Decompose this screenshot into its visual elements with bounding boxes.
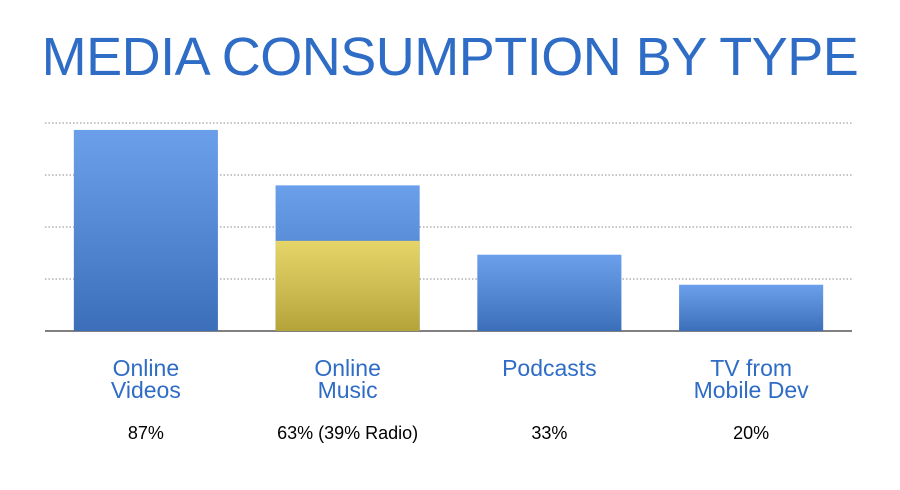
value-label: 87% (127, 423, 164, 443)
x-tick-label: Online Videos (110, 355, 181, 403)
chart-title: MEDIA CONSUMPTION BY TYPE (41, 27, 859, 87)
value-label: 33% (531, 423, 568, 443)
bar-shading (275, 240, 420, 331)
bar-shading (477, 254, 622, 331)
x-tick-label: Podcasts (502, 355, 597, 381)
bar-shading (73, 129, 218, 331)
value-label: 63% (39% Radio) (277, 423, 419, 443)
value-label: 20% (733, 423, 770, 443)
x-tick-label: TV from Mobile Dev (693, 355, 809, 403)
bar-shading (679, 284, 824, 331)
x-tick-label: Online Music (314, 355, 381, 403)
